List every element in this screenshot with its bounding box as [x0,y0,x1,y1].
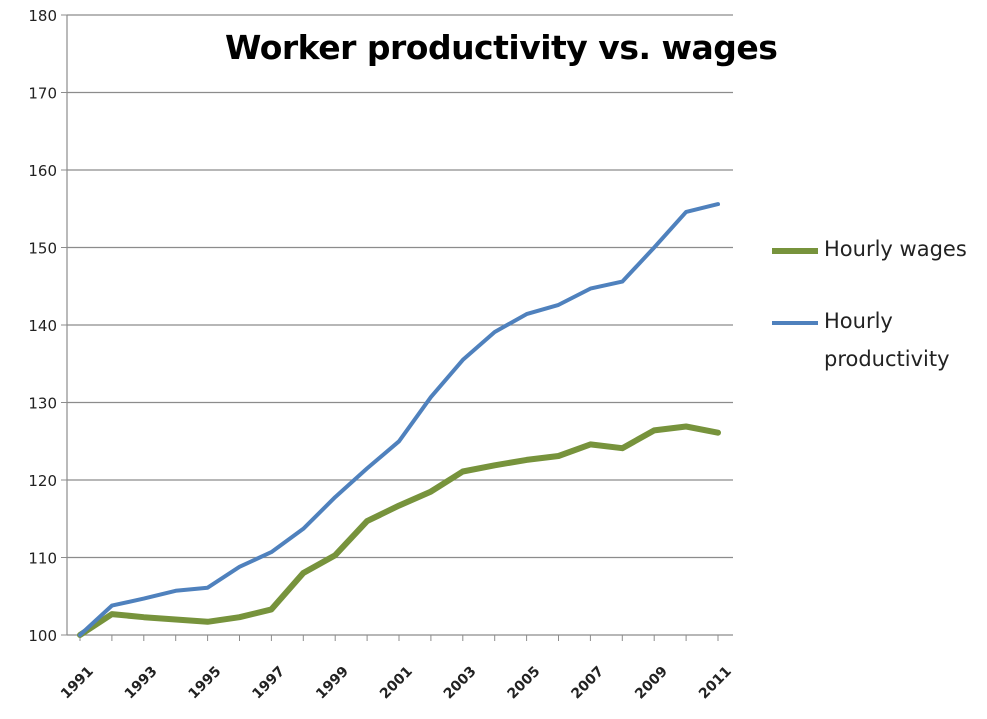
x-tick-label-1993: 1993 [122,664,161,703]
y-tick-label-170: 170 [28,85,57,103]
legend-label-productivity: Hourly productivity [824,309,950,371]
x-tick-label-1991: 1991 [58,664,97,703]
x-tick-label-2011: 2011 [696,664,735,703]
y-tick-label-110: 110 [28,550,57,568]
y-tick-label-130: 130 [28,395,57,413]
y-tick-label-140: 140 [28,317,57,335]
y-tick-labels: 100 110 120 130 140 150 160 170 180 [28,7,57,645]
legend-item-wages: Hourly wages [772,230,982,268]
y-tick-label-160: 160 [28,162,57,180]
x-tick-label-2009: 2009 [632,664,671,703]
legend-item-productivity: Hourly productivity [772,302,982,378]
x-tick-label-2005: 2005 [505,664,544,703]
y-tick-label-150: 150 [28,240,57,258]
y-tick-label-100: 100 [28,627,57,645]
y-tick-label-180: 180 [28,7,57,25]
series-line-hourly-wages [77,423,721,638]
legend-swatch-wages [772,248,818,254]
series-lines [77,202,721,638]
legend: Hourly wages Hourly productivity [772,230,982,378]
x-tick-label-2003: 2003 [441,664,480,703]
x-tick-label-2001: 2001 [377,664,416,703]
series-points-hourly-productivity [79,204,719,636]
gridlines [67,14,733,559]
x-tick-labels: 1991 1993 1995 1997 1999 2001 2003 2005 2007 2009… [58,664,735,703]
x-tick-label-1999: 1999 [313,664,352,703]
x-tick-label-1997: 1997 [249,664,288,703]
chart-title: Worker productivity vs. wages [225,28,778,67]
y-tick-label-120: 120 [28,472,57,490]
series-points-hourly-wages [79,426,719,636]
x-tick-label-2007: 2007 [568,664,607,703]
axes [61,14,733,641]
x-tick-label-1995: 1995 [186,664,225,703]
legend-swatch-productivity [772,321,818,325]
legend-label-wages: Hourly wages [824,237,967,261]
series-line-hourly-productivity [78,202,720,637]
